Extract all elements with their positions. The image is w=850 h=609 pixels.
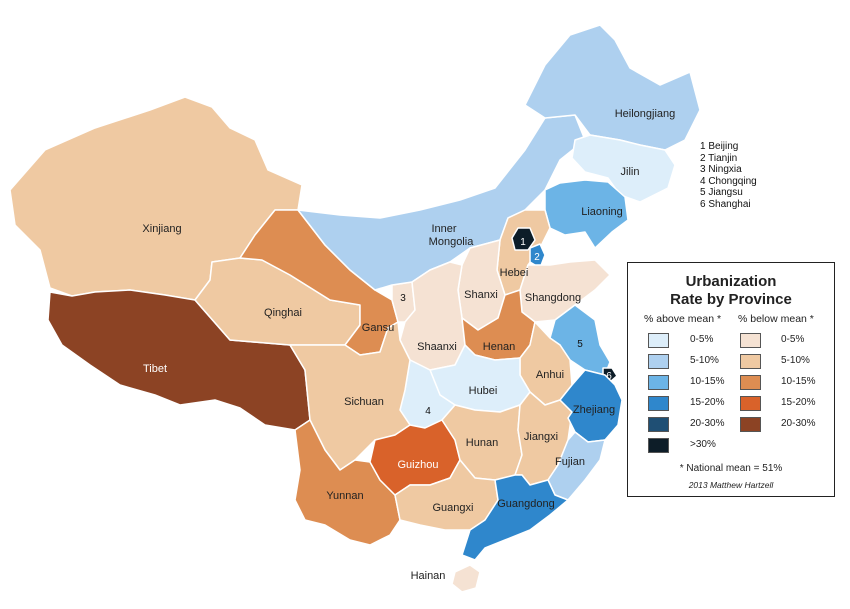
label-hebei: Hebei <box>500 267 529 279</box>
label-hainan: Hainan <box>411 570 446 582</box>
marker-beijing: 1 <box>520 237 526 248</box>
legend-swatch-below-5-10 <box>740 354 761 369</box>
label-yunnan: Yunnan <box>326 490 363 502</box>
label-jiangxi: Jiangxi <box>524 431 558 443</box>
region-inner-mongolia <box>297 114 586 291</box>
legend-note: * National mean = 51% <box>679 463 783 474</box>
region-beijing <box>511 227 536 251</box>
marker-chongqing: 4 <box>425 406 431 417</box>
label-jilin: Jilin <box>621 166 640 178</box>
region-heilongjiang <box>524 24 701 151</box>
key-item: 5 Jiangsu <box>700 187 743 198</box>
label-xinjiang: Xinjiang <box>142 223 181 235</box>
label-liaoning: Liaoning <box>581 206 623 218</box>
legend-label-above-5-10: 5-10% <box>690 355 719 366</box>
legend-label-above-20-30: 20-30% <box>690 418 725 429</box>
legend-swatch-above-15-20 <box>648 396 669 411</box>
region-yunnan <box>294 419 401 546</box>
label-gansu: Gansu <box>362 322 394 334</box>
marker-jiangsu: 5 <box>577 339 583 350</box>
legend-swatch-below-20-30 <box>740 417 761 432</box>
key-item: 2 Tianjin <box>700 152 738 164</box>
label-shaanxi: Shaanxi <box>417 341 457 353</box>
key-item: 6 Shanghai <box>700 198 751 210</box>
region-hainan <box>451 564 481 593</box>
legend-swatch-above-20-30 <box>648 417 669 432</box>
legend-swatch-below-10-15 <box>740 375 761 390</box>
legend-swatch-above-5-10 <box>648 354 669 369</box>
legend-title-line2: Rate by Province <box>670 291 792 308</box>
key-item: 1 Beijing <box>700 141 739 152</box>
legend-label-below-10-15: 10-15% <box>781 376 816 387</box>
key-item: 4 Chongqing <box>700 175 757 187</box>
label-qinghai: Qinghai <box>264 307 302 319</box>
legend-label-above-0-5: 0-5% <box>690 334 714 345</box>
legend-credit: 2013 Matthew Hartzell <box>688 480 774 490</box>
label-fujian: Fujian <box>555 456 585 468</box>
region-tianjin <box>529 243 546 269</box>
legend-swatch-below-0-5 <box>740 333 761 348</box>
legend-above-header: % above mean * <box>644 313 722 325</box>
marker-shanghai: 6 <box>606 371 612 382</box>
label-sichuan: Sichuan <box>344 396 384 408</box>
marker-ningxia: 3 <box>400 293 406 304</box>
label-shandong: Shangdong <box>525 292 581 304</box>
label-tibet: Tibet <box>143 363 167 375</box>
label-guangdong: Guangdong <box>497 498 555 510</box>
region-guangdong <box>461 474 569 561</box>
label-anhui: Anhui <box>536 369 564 381</box>
key-item: 3 Ningxia <box>700 164 742 175</box>
legend-swatch-above-0-5 <box>648 333 669 348</box>
label-guangxi: Guangxi <box>433 502 474 514</box>
label-henan: Henan <box>483 341 515 353</box>
label-shanxi: Shanxi <box>464 289 498 301</box>
legend-label-below-0-5: 0-5% <box>781 334 805 345</box>
label-guizhou: Guizhou <box>398 459 439 471</box>
label-hunan: Hunan <box>466 437 498 449</box>
legend-label-above-30: >30% <box>690 439 716 450</box>
number-key-list: 1 Beijing 2 Tianjin 3 Ningxia 4 Chongqin… <box>700 141 757 210</box>
label-hubei: Hubei <box>469 385 498 397</box>
label-heilongjiang: Heilongjiang <box>615 108 676 120</box>
label-zhejiang: Zhejiang <box>573 404 615 416</box>
legend-label-above-10-15: 10-15% <box>690 376 725 387</box>
region-jilin <box>571 134 676 203</box>
legend-swatch-above-10-15 <box>648 375 669 390</box>
label-inner-mongolia-1: Inner <box>431 223 456 235</box>
region-fujian <box>547 431 606 501</box>
legend-box: Urbanization Rate by Province % above me… <box>627 262 835 497</box>
legend-label-above-15-20: 15-20% <box>690 397 725 408</box>
legend-label-below-15-20: 15-20% <box>781 397 816 408</box>
legend-title-line1: Urbanization <box>685 273 777 290</box>
marker-tianjin: 2 <box>534 252 540 263</box>
legend-swatch-above-30 <box>648 438 669 453</box>
legend-label-below-5-10: 5-10% <box>781 355 810 366</box>
legend-swatch-below-15-20 <box>740 396 761 411</box>
legend-below-header: % below mean * <box>738 313 814 325</box>
legend-label-below-20-30: 20-30% <box>781 418 816 429</box>
label-inner-mongolia-2: Mongolia <box>429 236 475 248</box>
